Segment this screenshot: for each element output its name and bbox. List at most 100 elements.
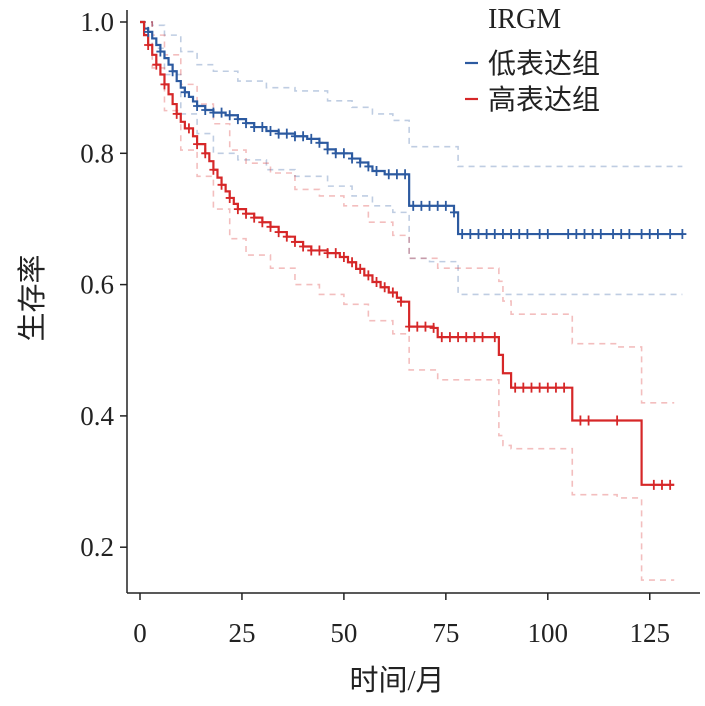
censor-mark-high [527,382,536,393]
ci-lower-low [140,21,683,296]
y-tick-label: 1.0 [80,7,114,37]
censor-mark-high [543,382,552,393]
censor-mark-low [588,229,597,240]
censor-mark-low [458,229,467,240]
censor-mark-high [470,332,479,343]
censor-mark-low [490,229,499,240]
censor-mark-low [564,229,573,240]
censor-mark-low [180,87,189,98]
censor-mark-high [242,208,251,219]
censor-mark-low [482,229,491,240]
censor-mark-high [250,212,259,223]
censor-mark-high [519,382,528,393]
censor-mark-high [172,108,181,119]
legend-label-low: 低表达组 [488,48,600,80]
censor-mark-high [217,179,226,190]
censor-mark-high [666,479,675,490]
censor-mark-high [405,321,414,332]
confidence-interval-layer [140,21,683,581]
censor-mark-high [331,248,340,259]
censor-mark-high [315,245,324,256]
x-tick-label: 50 [330,618,357,648]
censor-mark-high [437,332,446,343]
censor-mark-low [498,229,507,240]
censor-mark-high [657,479,666,490]
censor-mark-high [490,332,499,343]
censor-mark-low [307,133,316,144]
censor-mark-high [560,382,569,393]
censor-mark-low [625,229,634,240]
censor-mark-low [401,169,410,180]
censor-mark-low [441,200,450,211]
survival-line-low [140,20,683,236]
censor-mark-low [242,118,251,129]
censor-mark-low [474,229,483,240]
censor-mark-low [209,107,218,118]
x-tick-label: 75 [432,618,459,648]
y-ticks: 0.2 0.4 0.6 0.8 1.0 [80,7,127,562]
censor-mark-high [551,382,560,393]
censor-mark-high [454,332,463,343]
censor-mark-low [348,153,357,164]
censor-mark-low [617,229,626,240]
censor-mark-high [184,123,193,134]
censor-mark-high [193,139,202,150]
y-tick-label: 0.4 [80,401,114,431]
censor-mark-high [323,248,332,259]
x-tick-label: 100 [528,618,569,648]
censor-mark-low [450,207,459,218]
censor-mark-low [217,107,226,118]
censor-mark-high [478,332,487,343]
censor-mark-low [678,229,687,240]
censor-mark-high [372,276,381,287]
ci-upper-low [140,21,683,168]
censor-mark-low [637,229,646,240]
censor-mark-high [413,321,422,332]
censor-mark-low [466,229,475,240]
censor-mark-high [258,217,267,228]
censor-mark-high [396,296,405,307]
censor-mark-high [388,287,397,298]
censor-mark-low [609,229,618,240]
censor-mark-low [356,157,365,168]
censor-mark-low [425,200,434,211]
censor-mark-low [233,114,242,125]
censor-mark-low [323,144,332,155]
censor-mark-high [152,59,161,70]
censor-mark-low [339,148,348,159]
censor-mark-low [507,229,516,240]
x-tick-label: 0 [133,618,147,648]
censor-mark-low [645,229,654,240]
censor-mark-low [201,104,210,115]
censor-mark-high [584,415,593,426]
x-axis-title: 时间/月 [349,664,444,697]
censor-mark-low [315,137,324,148]
censor-mark-low [572,229,581,240]
censor-mark-low [433,200,442,211]
censor-mark-high [649,479,658,490]
censor-mark-high [421,321,430,332]
x-tick-label: 25 [228,618,255,648]
censor-mark-high [364,270,373,281]
censor-marks-layer [144,26,687,490]
censor-mark-high [462,332,471,343]
censor-mark-low [266,125,275,136]
censor-mark-low [331,148,340,159]
censor-mark-high [225,192,234,203]
censor-mark-low [409,200,418,211]
censor-mark-low [515,229,524,240]
censor-mark-low [666,229,675,240]
legend-title: IRGM [488,4,561,35]
axes [126,10,700,594]
ci-lower-high [140,21,675,581]
censor-mark-low [364,161,373,172]
censor-mark-low [144,26,153,37]
censor-mark-high [160,79,169,90]
y-tick-label: 0.2 [80,532,114,562]
ci-upper-high [140,21,675,404]
legend-label-high: 高表达组 [488,84,600,116]
y-tick-label: 0.6 [80,270,114,300]
